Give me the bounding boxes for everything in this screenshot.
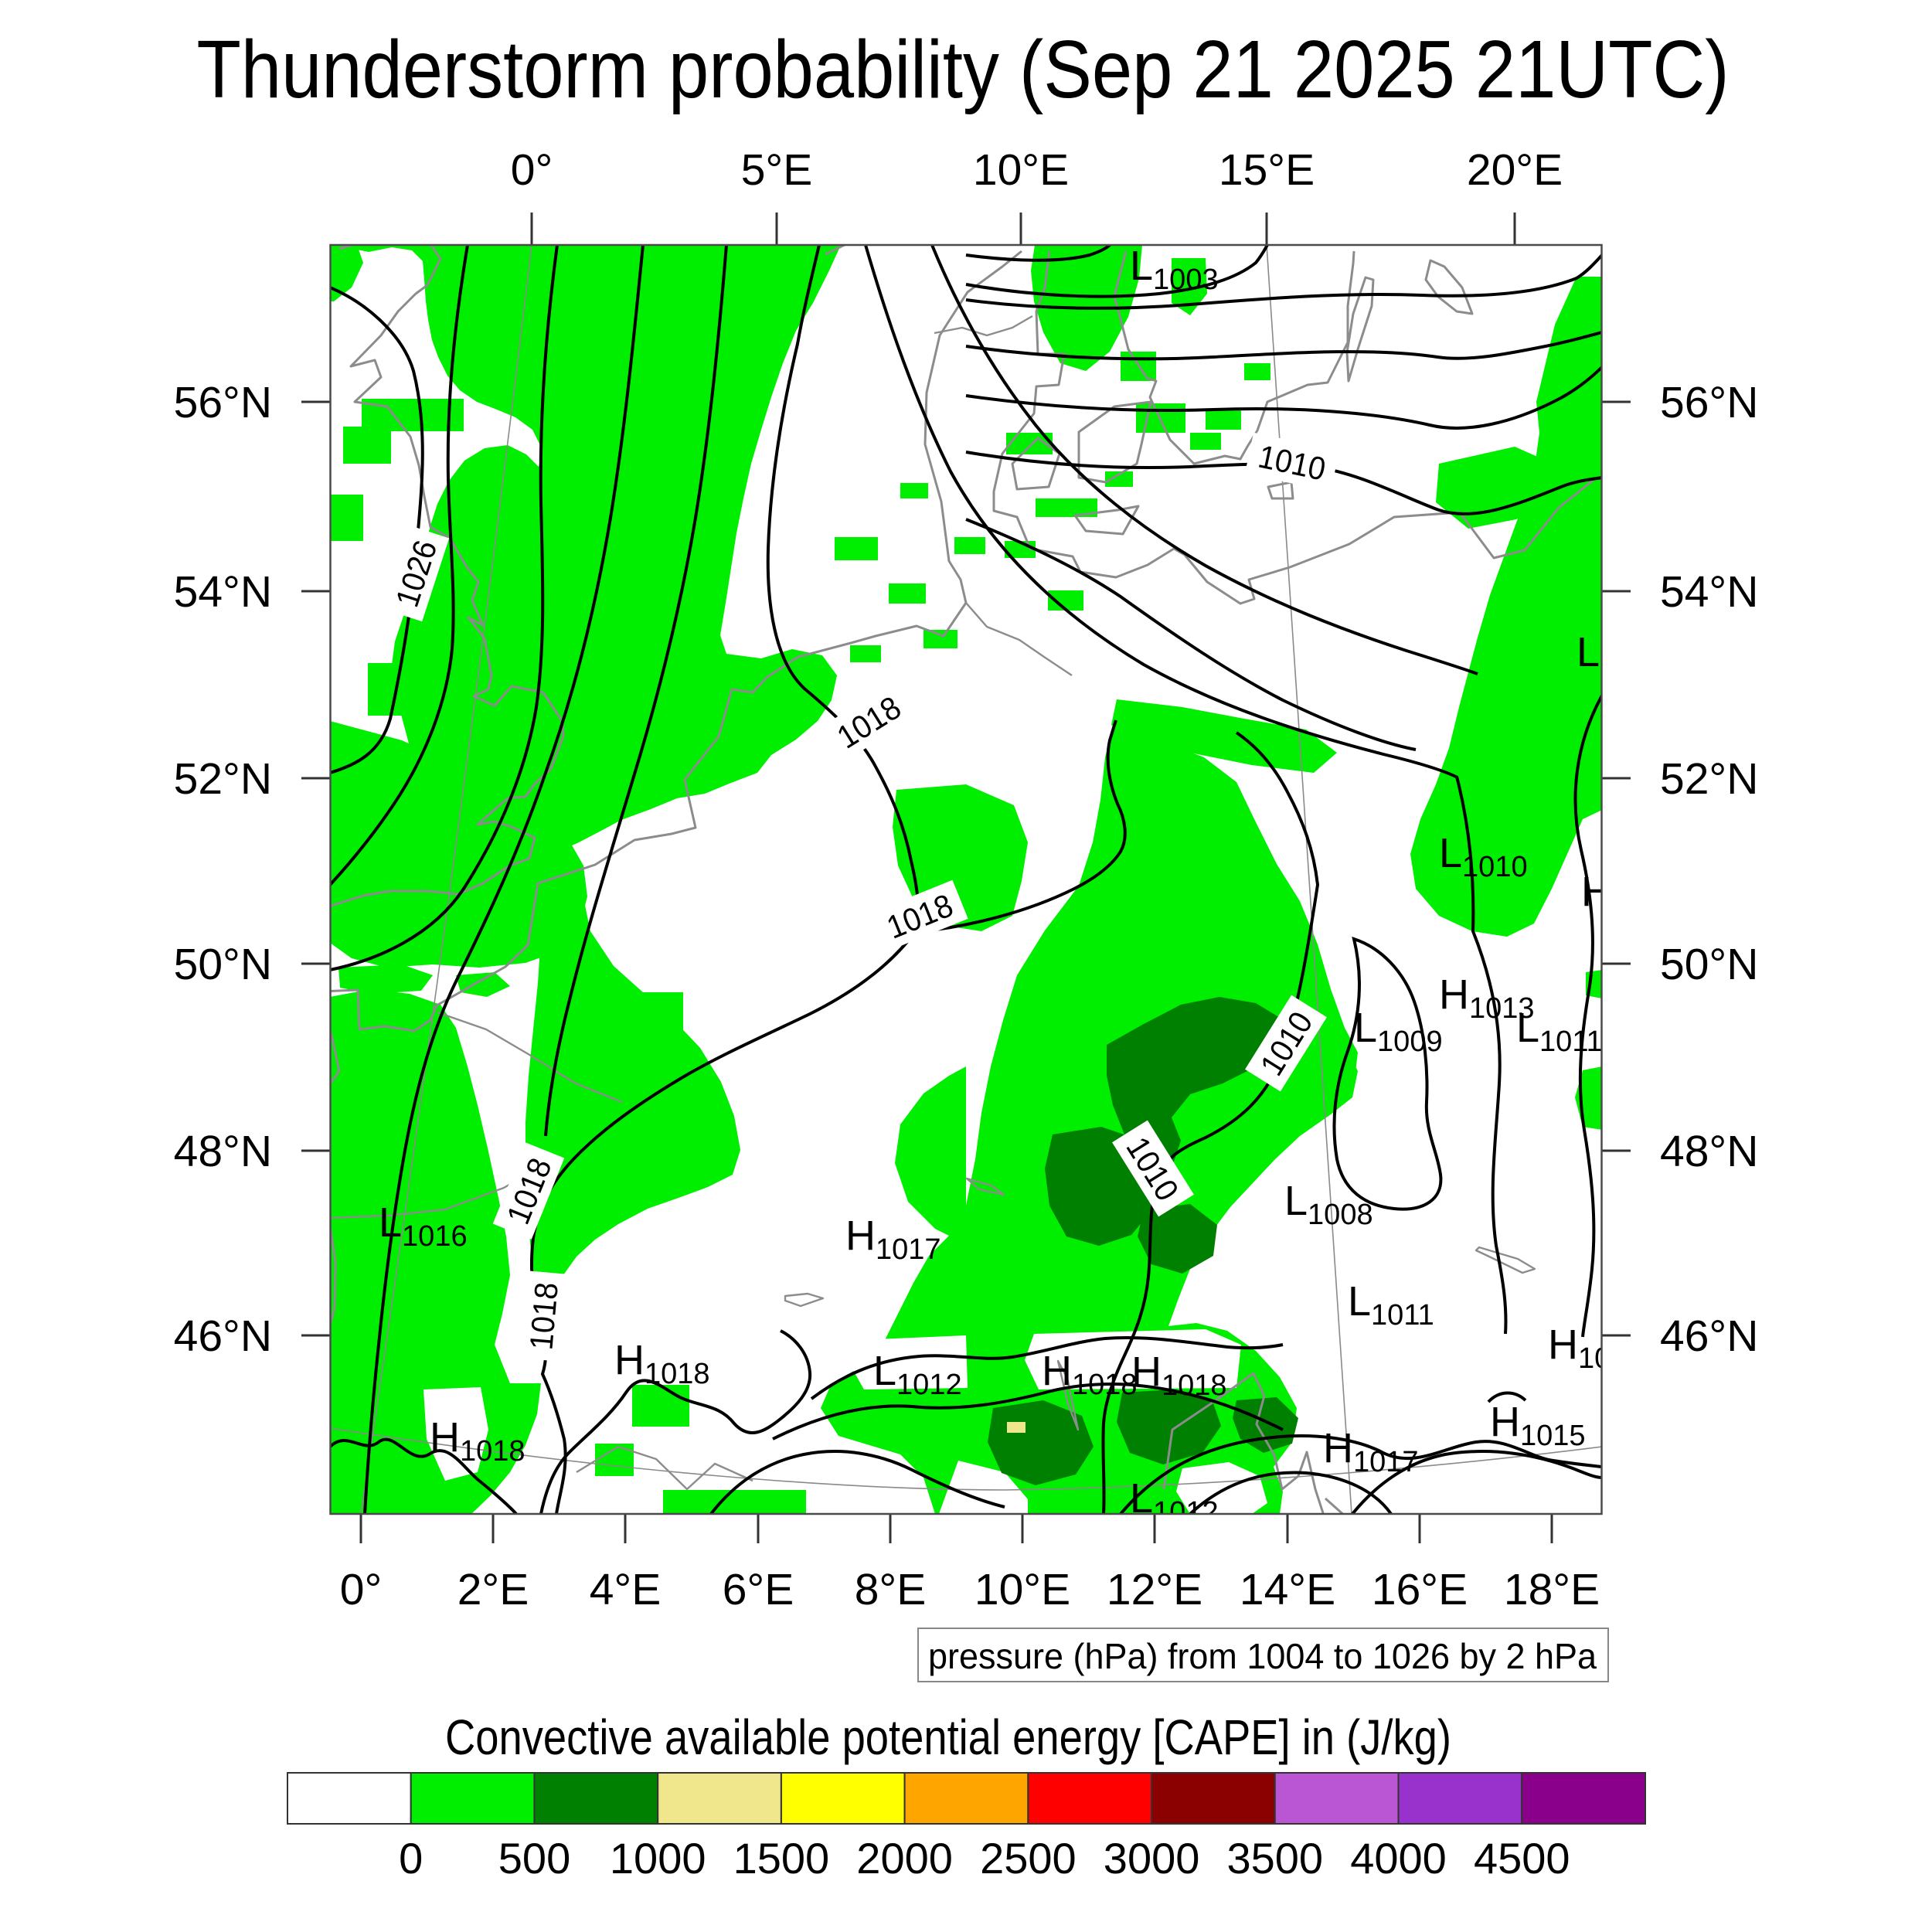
- svg-text:Convective available potential: Convective available potential energy [C…: [445, 1709, 1451, 1765]
- svg-text:12°E: 12°E: [1107, 1565, 1202, 1614]
- svg-text:48°N: 48°N: [1660, 1127, 1758, 1176]
- svg-text:H1017: H1017: [1323, 1425, 1419, 1478]
- svg-text:10°E: 10°E: [973, 145, 1069, 195]
- svg-text:56°N: 56°N: [174, 378, 272, 427]
- svg-text:52°N: 52°N: [1660, 754, 1758, 804]
- svg-text:L1011: L1011: [1577, 629, 1663, 682]
- svg-text:50°N: 50°N: [1660, 940, 1758, 989]
- svg-text:500: 500: [498, 1834, 570, 1883]
- svg-text:8°E: 8°E: [855, 1565, 927, 1614]
- svg-text:2°E: 2°E: [457, 1565, 529, 1614]
- svg-text:48°N: 48°N: [174, 1127, 272, 1176]
- svg-text:50°N: 50°N: [174, 940, 272, 989]
- svg-text:6°E: 6°E: [723, 1565, 794, 1614]
- svg-text:52°N: 52°N: [174, 754, 272, 804]
- svg-text:54°N: 54°N: [174, 567, 272, 617]
- svg-text:3000: 3000: [1104, 1834, 1200, 1883]
- svg-text:14°E: 14°E: [1240, 1565, 1335, 1614]
- svg-text:54°N: 54°N: [1660, 567, 1758, 617]
- svg-text:16°E: 16°E: [1372, 1565, 1468, 1614]
- svg-text:56°N: 56°N: [1660, 378, 1758, 427]
- svg-text:L1011: L1011: [1516, 1005, 1603, 1058]
- svg-text:4000: 4000: [1350, 1834, 1447, 1883]
- svg-text:1500: 1500: [733, 1834, 830, 1883]
- svg-text:pressure (hPa) from 1004 to 10: pressure (hPa) from 1004 to 1026 by 2 hP…: [928, 1636, 1597, 1676]
- svg-text:Thunderstorm probability (Sep: Thunderstorm probability (Sep 21 2025 21…: [197, 24, 1730, 115]
- svg-text:3500: 3500: [1227, 1834, 1324, 1883]
- svg-text:H: H: [1581, 869, 1611, 915]
- svg-text:1018: 1018: [522, 1281, 564, 1351]
- svg-text:2000: 2000: [856, 1834, 953, 1883]
- svg-text:0: 0: [399, 1834, 423, 1883]
- svg-text:20°E: 20°E: [1467, 145, 1563, 195]
- svg-text:18°E: 18°E: [1504, 1565, 1600, 1614]
- svg-text:46°N: 46°N: [1660, 1311, 1758, 1361]
- svg-text:10°E: 10°E: [975, 1565, 1070, 1614]
- svg-text:0°: 0°: [511, 145, 553, 195]
- svg-text:46°N: 46°N: [174, 1311, 272, 1361]
- svg-text:1000: 1000: [610, 1834, 706, 1883]
- svg-text:0°: 0°: [340, 1565, 383, 1614]
- svg-text:4°E: 4°E: [590, 1565, 662, 1614]
- svg-text:L1011: L1011: [1348, 1278, 1434, 1332]
- svg-text:5°E: 5°E: [741, 145, 813, 195]
- svg-text:15°E: 15°E: [1219, 145, 1315, 195]
- svg-text:4500: 4500: [1474, 1834, 1570, 1883]
- svg-text:2500: 2500: [980, 1834, 1077, 1883]
- svg-text:L1010: L1010: [1439, 830, 1528, 883]
